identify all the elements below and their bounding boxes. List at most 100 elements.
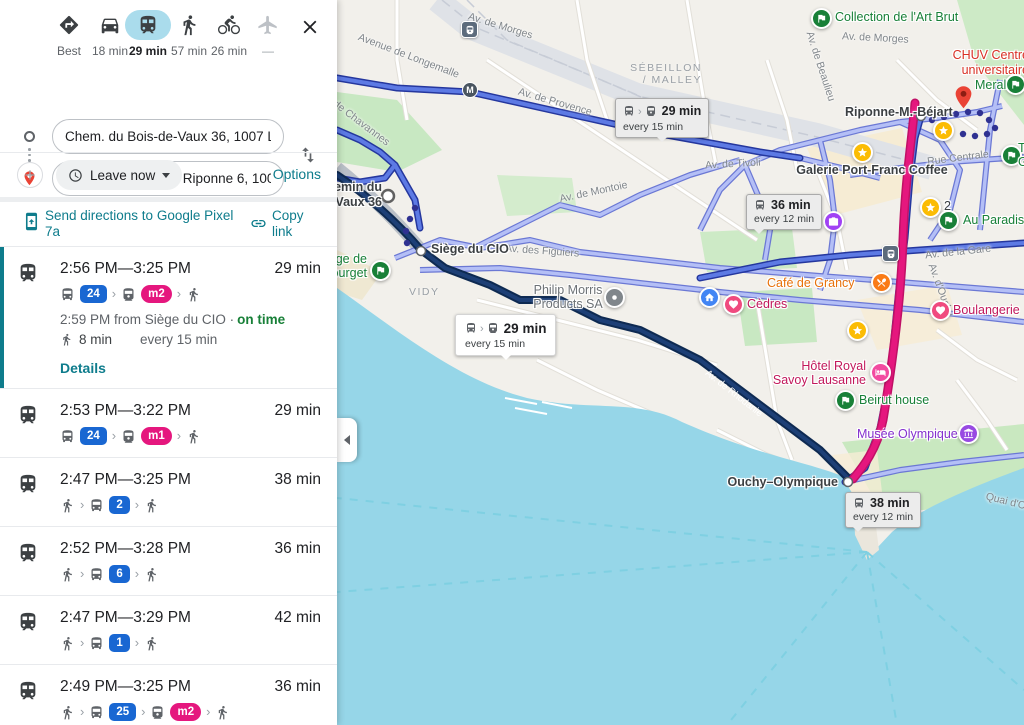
poi-label[interactable]: Bourget <box>337 266 367 280</box>
bus-icon <box>465 322 477 334</box>
transit-chain: 2 <box>60 496 321 514</box>
starred-place-pin[interactable] <box>852 142 873 163</box>
walk-icon <box>144 498 159 513</box>
route-option-5[interactable]: 2:47 PM—3:29 PM 42 min 1 <box>0 596 337 665</box>
poi-label[interactable]: Boulangerie <box>953 303 1020 317</box>
poi-label[interactable]: universitaire <box>961 63 1024 77</box>
details-link[interactable]: Details <box>60 360 106 376</box>
metro-icon <box>645 105 657 117</box>
poi-label[interactable]: Plage de <box>337 252 367 266</box>
map-canvas[interactable]: SÉBEILLON / MALLEY VIDY Av. de Morges Av.… <box>337 0 1024 725</box>
museum-pin[interactable] <box>958 423 979 444</box>
poi-label[interactable]: CHUV Centre <box>952 48 1024 62</box>
route-duration: 36 min <box>274 540 321 557</box>
transit-chain: 25 m2 <box>60 703 321 721</box>
flag-icon <box>840 395 851 406</box>
chevron-icon <box>80 634 84 652</box>
mode-best[interactable]: Best <box>41 10 97 58</box>
poi-label[interactable]: Cèdres <box>747 297 788 311</box>
bus-icon <box>853 497 865 509</box>
poi-label[interactable]: Musée Olympique <box>857 427 958 441</box>
close-directions-button[interactable] <box>299 16 323 40</box>
poi-label[interactable]: Café de Grancy <box>767 276 855 290</box>
mode-drive[interactable]: 18 min <box>82 10 138 58</box>
route-duration: 36 min <box>274 678 321 695</box>
saved-place-flag-pin[interactable] <box>1001 145 1022 166</box>
route-times: 2:53 PM—3:22 PM <box>60 402 191 419</box>
bed-icon <box>875 367 886 378</box>
route-times: 2:47 PM—3:25 PM <box>60 471 191 488</box>
home-pin[interactable] <box>699 287 720 308</box>
saved-place-flag-pin[interactable] <box>938 210 959 231</box>
starred-place-pin[interactable] <box>847 320 868 341</box>
poi-label[interactable]: Philip Morris <box>533 283 603 297</box>
walk-icon <box>60 333 73 346</box>
travel-mode-bar: Best 18 min 29 min 57 min 26 min — <box>0 0 337 58</box>
poi-label[interactable]: Gr <box>1018 155 1024 169</box>
train-station-icon[interactable] <box>461 21 478 38</box>
star-icon <box>857 147 868 158</box>
favorite-heart-pin[interactable] <box>930 300 951 321</box>
destination-map-pin[interactable] <box>950 84 977 116</box>
transit-badge-selected[interactable]: 29 min every 15 min <box>455 314 557 360</box>
transit-route-icon <box>17 680 39 707</box>
bus-icon <box>60 287 75 302</box>
transit-badge-ouchy[interactable]: 38 min every 12 min <box>845 492 922 532</box>
route-option-3[interactable]: 2:47 PM—3:25 PM 38 min 2 <box>0 458 337 527</box>
chevron-icon <box>206 703 210 721</box>
starred-place-pin[interactable] <box>920 197 941 218</box>
poi-label[interactable]: Collection de l'Art Brut <box>835 10 959 24</box>
starred-place-pin[interactable] <box>933 120 954 141</box>
add-destination-button[interactable] <box>17 162 43 188</box>
walk-time: 8 min <box>79 332 113 347</box>
route-times: 2:47 PM—3:29 PM <box>60 609 191 626</box>
saved-place-flag-pin[interactable] <box>1005 74 1024 95</box>
poi-label[interactable]: Galerie Port-Franc Coffee <box>796 163 948 177</box>
route-option-1[interactable]: 2:56 PM—3:25 PM 29 min 24 m2 2:59 PM fro… <box>0 247 337 389</box>
walk-icon <box>215 705 230 720</box>
metro-station-icon[interactable] <box>462 82 478 98</box>
transit-stop-label[interactable]: Ouchy–Olympique <box>727 475 838 489</box>
train-station-icon[interactable] <box>882 245 899 262</box>
origin-input[interactable] <box>52 119 284 154</box>
restaurant-pin[interactable] <box>871 272 892 293</box>
transit-stop-label[interactable]: Siège du CIO <box>431 242 509 256</box>
poi-label[interactable]: Hôtel Royal <box>801 359 866 373</box>
poi-label[interactable]: Au Paradis <box>963 213 1024 227</box>
saved-place-flag-pin[interactable] <box>811 8 832 29</box>
walk-icon <box>186 287 201 302</box>
poi-label[interactable]: Beirut house <box>859 393 930 407</box>
transit-stop-label[interactable]: Riponne-M.-Béjart <box>845 105 953 119</box>
options-link[interactable]: Options <box>272 166 321 182</box>
route-option-4[interactable]: 2:52 PM—3:28 PM 36 min 6 <box>0 527 337 596</box>
poi-label[interactable]: Te <box>1018 141 1024 155</box>
transit-badge-center[interactable]: 36 min every 12 min <box>746 194 823 234</box>
mode-walk-label: 57 min <box>170 44 208 58</box>
transit-badge-provence[interactable]: 29 min every 15 min <box>615 98 710 142</box>
copy-link-button[interactable]: Copy link <box>272 208 304 239</box>
saved-place-flag-pin[interactable] <box>835 390 856 411</box>
photo-spot-pin[interactable] <box>823 211 844 232</box>
poi-label[interactable]: Products SA <box>533 297 603 311</box>
collapse-panel-button[interactable] <box>337 418 357 462</box>
badge-duration: 36 min <box>771 198 811 212</box>
business-pin[interactable] <box>604 287 625 308</box>
route-option-6[interactable]: 2:49 PM—3:25 PM 36 min 25 m2 <box>0 665 337 725</box>
mode-transit[interactable]: 29 min <box>120 10 176 58</box>
poi-label[interactable]: Meral <box>975 78 1007 92</box>
chevron-icon <box>480 319 484 337</box>
mode-walk[interactable]: 57 min <box>161 10 217 58</box>
hotel-pin[interactable] <box>870 362 891 383</box>
mode-bike[interactable]: 26 min <box>201 10 257 58</box>
poi-label[interactable]: Savoy Lausanne <box>772 373 866 387</box>
send-directions-link[interactable]: Send directions to Google Pixel 7a <box>45 208 234 239</box>
mode-flight[interactable]: — <box>240 10 296 58</box>
walk-icon <box>144 567 159 582</box>
route-option-2[interactable]: 2:53 PM—3:22 PM 29 min 24 m1 <box>0 389 337 458</box>
badge-frequency: every 12 min <box>853 511 914 523</box>
favorite-heart-pin[interactable] <box>723 294 744 315</box>
leave-now-dropdown[interactable]: Leave now <box>56 160 183 190</box>
route-times: 2:56 PM—3:25 PM <box>60 260 191 277</box>
park-pin[interactable] <box>370 260 391 281</box>
mode-drive-label: 18 min <box>91 44 129 58</box>
